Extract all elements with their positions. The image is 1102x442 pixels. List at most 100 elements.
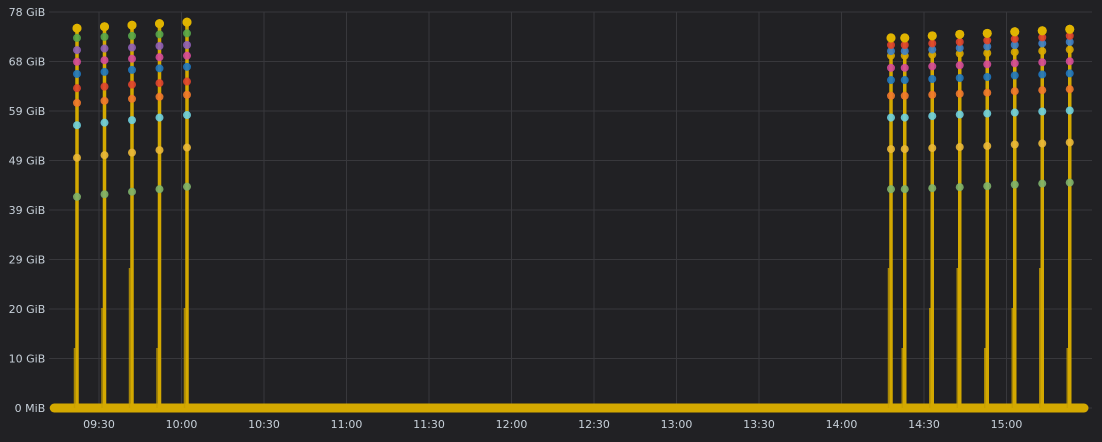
data-point-max: [955, 29, 965, 39]
data-point: [100, 67, 109, 76]
data-point: [983, 88, 992, 97]
data-point: [983, 182, 992, 191]
data-point: [183, 51, 191, 60]
data-point: [955, 110, 964, 119]
data-point-max: [927, 31, 937, 41]
data-point: [1010, 108, 1019, 117]
data-point: [1010, 41, 1019, 49]
data-point: [955, 44, 964, 53]
data-point: [955, 61, 964, 70]
data-point: [100, 44, 109, 53]
data-point: [183, 143, 191, 152]
x-tick-label: 12:00: [496, 418, 528, 431]
data-point: [900, 76, 909, 85]
data-point-max: [100, 22, 109, 32]
data-point: [73, 57, 81, 66]
data-point: [955, 89, 964, 98]
data-point: [128, 80, 136, 89]
data-point: [1065, 85, 1074, 94]
data-point-max: [155, 19, 164, 29]
data-point: [955, 49, 964, 58]
y-tick-label: 39 GiB: [9, 204, 46, 217]
data-point: [183, 62, 191, 71]
data-point: [983, 142, 992, 151]
data-point-max: [127, 20, 137, 30]
data-point: [955, 74, 964, 82]
data-point: [1038, 86, 1047, 95]
data-point: [1038, 107, 1047, 116]
data-point: [183, 182, 191, 191]
data-point: [128, 187, 136, 196]
data-point: [1010, 87, 1019, 96]
x-tick-label: 11:00: [331, 418, 363, 431]
data-point: [155, 30, 164, 39]
data-point: [73, 153, 81, 162]
data-point: [887, 76, 895, 85]
data-point: [1065, 69, 1074, 78]
data-point: [1065, 106, 1074, 115]
data-point: [1065, 31, 1074, 40]
data-point: [1010, 140, 1019, 149]
data-point: [100, 32, 109, 41]
data-point: [900, 145, 909, 154]
data-point: [887, 145, 895, 154]
data-point-max: [982, 28, 992, 38]
data-point: [155, 146, 164, 155]
data-point: [928, 144, 937, 153]
data-point: [73, 33, 81, 42]
data-point: [1065, 178, 1074, 187]
data-point: [928, 39, 937, 48]
data-point: [183, 77, 191, 86]
data-point: [887, 185, 895, 194]
data-point: [1038, 139, 1047, 148]
data-point: [887, 113, 895, 122]
y-tick-label: 10 GiB: [9, 353, 46, 366]
data-point: [183, 90, 191, 99]
data-point: [155, 113, 164, 122]
data-point: [887, 63, 895, 72]
x-tick-label: 14:00: [826, 418, 858, 431]
data-point: [887, 41, 895, 49]
data-point: [73, 192, 81, 201]
data-point: [887, 47, 895, 56]
data-point: [73, 46, 81, 55]
data-point: [1038, 58, 1047, 67]
data-point: [928, 45, 937, 54]
data-point: [928, 90, 937, 99]
data-point: [128, 148, 136, 157]
data-point: [128, 94, 136, 103]
data-point: [1038, 70, 1047, 79]
data-point: [900, 113, 909, 122]
data-point: [73, 69, 81, 78]
data-point: [983, 49, 992, 58]
data-point: [887, 91, 895, 100]
data-point: [900, 91, 909, 100]
data-point: [928, 75, 937, 84]
data-point: [1038, 39, 1047, 48]
y-tick-label: 29 GiB: [9, 254, 46, 267]
data-point: [100, 118, 109, 127]
data-point: [900, 185, 909, 194]
data-point: [155, 79, 164, 88]
data-point: [73, 98, 81, 107]
data-point: [900, 63, 909, 72]
data-point: [1038, 179, 1047, 188]
data-point: [928, 112, 937, 121]
data-point: [1010, 59, 1019, 68]
data-point: [900, 41, 909, 49]
data-point: [183, 29, 191, 38]
x-tick-label: 14:30: [908, 418, 940, 431]
data-point: [928, 62, 937, 71]
data-point: [100, 190, 109, 199]
data-point: [73, 121, 81, 130]
data-point-max: [1010, 27, 1020, 37]
data-point: [983, 36, 992, 45]
data-point: [100, 96, 109, 105]
data-point: [128, 31, 136, 40]
x-tick-label: 11:30: [413, 418, 445, 431]
y-tick-label: 78 GiB: [9, 6, 46, 19]
data-point: [155, 64, 164, 73]
data-point: [900, 47, 909, 56]
y-tick-label: 49 GiB: [9, 155, 46, 168]
